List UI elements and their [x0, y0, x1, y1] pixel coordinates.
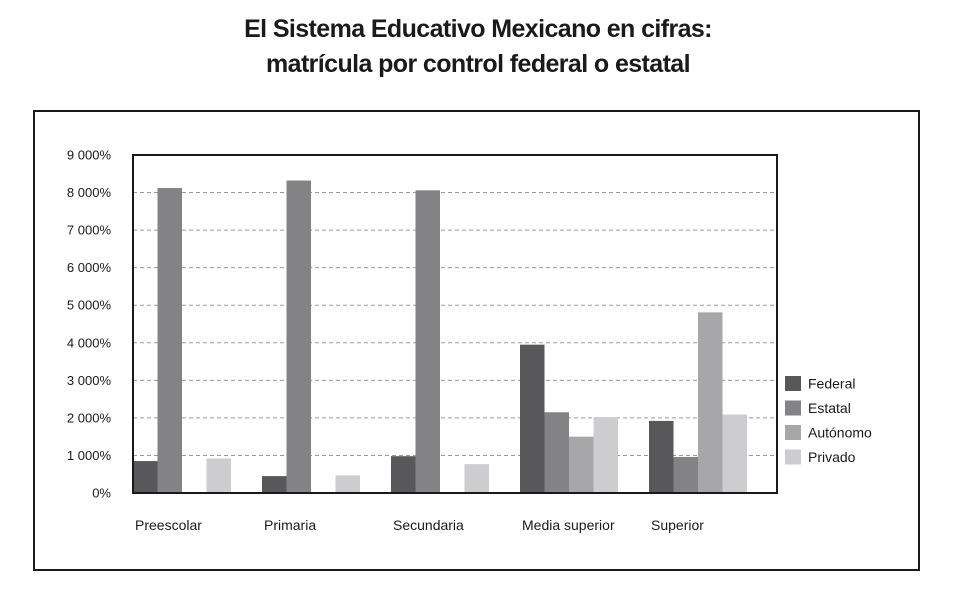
- bar-autónomo-superior: [698, 312, 723, 493]
- bar-privado-superior: [722, 414, 747, 493]
- legend-label: Federal: [808, 376, 855, 392]
- legend-label: Privado: [808, 449, 856, 465]
- y-tick-label: 8 000%: [67, 185, 112, 200]
- chart-title-line-1: El Sistema Educativo Mexicano en cifras:: [244, 15, 712, 43]
- plot-area: [132, 154, 778, 494]
- legend-label: Estatal: [808, 400, 851, 416]
- x-tick-label: Secundaria: [393, 517, 464, 533]
- bar-estatal-superior: [673, 456, 698, 493]
- y-tick-label: 0%: [92, 486, 111, 501]
- y-tick-label: 9 000%: [67, 148, 112, 163]
- y-tick-label: 1 000%: [67, 448, 112, 463]
- y-tick-label: 2 000%: [67, 410, 112, 425]
- bar-federal-primaria: [262, 476, 287, 493]
- legend-swatch: [785, 376, 801, 391]
- legend-swatch: [785, 425, 801, 440]
- y-tick-label: 5 000%: [67, 298, 112, 313]
- bar-federal-secundaria: [391, 456, 416, 493]
- legend-label: Autónomo: [808, 425, 872, 441]
- legend-swatch: [785, 449, 801, 465]
- bar-estatal-primaria: [286, 180, 311, 493]
- bar-privado-secundaria: [464, 464, 489, 493]
- x-tick-label: Primaria: [264, 517, 316, 533]
- x-tick-label: Superior: [651, 517, 704, 533]
- bar-estatal-media-superior: [544, 412, 569, 493]
- bar-estatal-preescolar: [157, 188, 182, 493]
- bar-privado-preescolar: [206, 458, 231, 493]
- y-tick-label: 6 000%: [67, 260, 112, 275]
- bar-federal-media-superior: [520, 344, 545, 493]
- chart-frame: [33, 110, 920, 571]
- bar-estatal-secundaria: [415, 190, 440, 493]
- y-tick-label: 7 000%: [67, 223, 112, 238]
- bar-autónomo-media-superior: [569, 436, 594, 493]
- bar-federal-superior: [649, 420, 674, 493]
- chart-title: El Sistema Educativo Mexicano en cifras:…: [0, 12, 956, 82]
- x-tick-label: Media superior: [522, 517, 615, 533]
- bar-privado-primaria: [335, 475, 360, 493]
- bar-privado-media-superior: [593, 417, 618, 493]
- y-tick-label: 4 000%: [67, 335, 112, 350]
- y-tick-label: 3 000%: [67, 373, 112, 388]
- chart-title-line-2: matrícula por control federal o estatal: [266, 50, 691, 78]
- x-tick-label: Preescolar: [135, 517, 202, 533]
- bar-federal-preescolar: [133, 461, 158, 493]
- legend-swatch: [785, 400, 801, 416]
